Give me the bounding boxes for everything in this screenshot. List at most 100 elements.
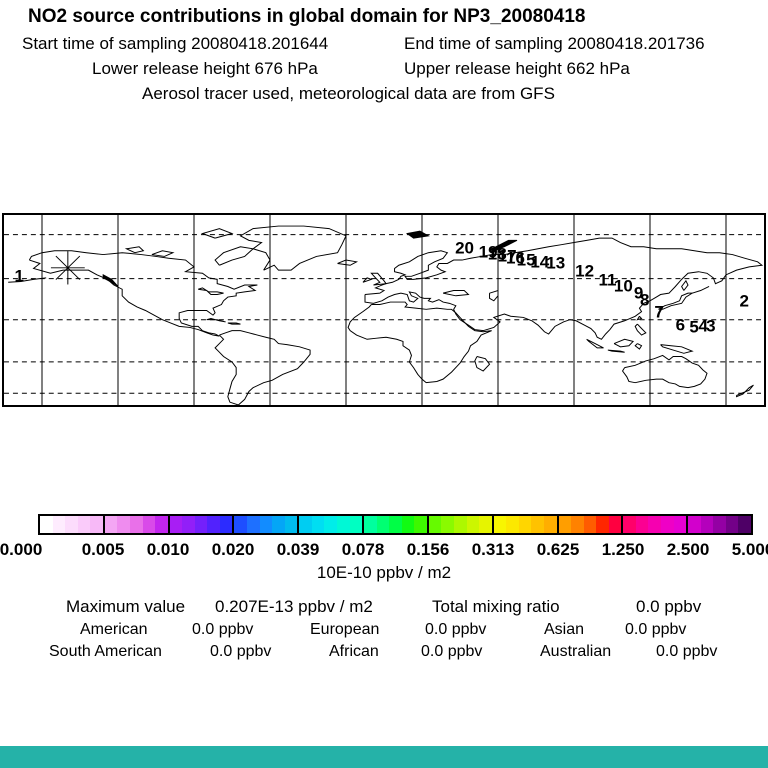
colorbar-tick-0.039: 0.039 xyxy=(276,540,320,559)
grid-lines xyxy=(4,215,764,405)
colorbar-cell xyxy=(725,516,739,533)
colorbar-cell xyxy=(596,516,609,533)
trajectory-hour-label-15: 15 xyxy=(516,250,536,270)
colorbar-segment-5 xyxy=(362,516,427,533)
region-american-value: 0.0 ppbv xyxy=(192,621,254,638)
colorbar-cell xyxy=(52,516,66,533)
trajectory-hour-label-14: 14 xyxy=(530,252,550,272)
trajectory-hour-label-17: 17 xyxy=(497,246,517,266)
colorbar-cell xyxy=(247,516,260,533)
colorbar-cell xyxy=(738,516,751,533)
colorbar-cell xyxy=(142,516,156,533)
colorbar-tick-0.010: 0.010 xyxy=(146,540,190,559)
colorbar-tick-0.005: 0.005 xyxy=(81,540,125,559)
footer-bar xyxy=(0,746,768,768)
trajectory-hour-label-10: 10 xyxy=(613,276,633,296)
colorbar-cell xyxy=(543,516,557,533)
region-asian-label: Asian xyxy=(544,621,585,638)
colorbar-cell xyxy=(90,516,103,533)
colorbar-cell xyxy=(401,516,415,533)
colorbar-cell xyxy=(713,516,726,533)
trajectory-hour-label-2: 2 xyxy=(739,291,749,311)
colorbar-cell xyxy=(648,516,661,533)
total-mixing-label: Total mixing ratio xyxy=(432,597,560,616)
trajectory-hour-label-4: 4 xyxy=(698,316,708,336)
colorbar-cell xyxy=(349,516,363,533)
trajectory-hour-label-5: 5 xyxy=(689,317,699,337)
colorbar-cell xyxy=(441,516,454,533)
trajectory-hour-label-12: 12 xyxy=(575,261,595,281)
colorbar-cell xyxy=(688,516,701,533)
trajectory-hour-label-16: 16 xyxy=(506,248,525,268)
region-asian-value: 0.0 ppbv xyxy=(625,621,687,638)
trajectory-hour-label-3: 3 xyxy=(706,316,716,336)
colorbar-segment-8 xyxy=(556,516,622,533)
colorbar-tick-5.000: 5.000 xyxy=(731,540,768,559)
colorbar-cell xyxy=(104,516,118,533)
colorbar-cell xyxy=(376,516,390,533)
colorbar-cell xyxy=(129,516,143,533)
colorbar-segment-9 xyxy=(621,516,687,533)
colorbar-cell xyxy=(506,516,519,533)
colorbar-cell xyxy=(219,516,233,533)
colorbar-cell xyxy=(272,516,285,533)
colorbar-cell xyxy=(623,516,636,533)
trajectory-hour-label-19: 19 xyxy=(478,242,498,262)
colorbar-cell xyxy=(284,516,298,533)
colorbar-cell xyxy=(571,516,584,533)
region-european-label: European xyxy=(310,621,380,638)
colorbar-tick-0.156: 0.156 xyxy=(406,540,450,559)
trajectory-hour-label-20: 20 xyxy=(455,238,475,258)
colorbar-segment-4 xyxy=(297,516,363,533)
colorbar-cell xyxy=(234,516,247,533)
colorbar-cell xyxy=(259,516,273,533)
region-african-label: African xyxy=(329,643,379,660)
colorbar-cell xyxy=(77,516,91,533)
end-time-label: End time of sampling 20080418.201736 xyxy=(404,34,705,53)
colorbar-cell xyxy=(207,516,220,533)
colorbar-tick-2.500: 2.500 xyxy=(666,540,710,559)
colorbar-cell xyxy=(558,516,572,533)
colorbar-cell xyxy=(182,516,195,533)
colorbar-tick-0.020: 0.020 xyxy=(211,540,255,559)
colorbar-cell xyxy=(414,516,427,533)
region-american-label: American xyxy=(80,621,148,638)
colorbar-tick-0.625: 0.625 xyxy=(536,540,580,559)
colorbar-cell xyxy=(389,516,402,533)
release-point-star-marker xyxy=(50,251,85,285)
region-australian-label: Australian xyxy=(540,643,612,660)
trajectory-hour-label-1: 1 xyxy=(14,266,24,286)
max-value: 0.207E-13 ppbv / m2 xyxy=(215,597,373,616)
trajectory-hour-label-8: 8 xyxy=(639,290,650,310)
max-value-label: Maximum value xyxy=(66,597,186,616)
trajectory-hour-label-11: 11 xyxy=(598,270,617,290)
colorbar-segment-0 xyxy=(40,516,103,533)
colorbar-cell xyxy=(336,516,350,533)
world-map: 1 2 3 4 5 6 7 8 9 10 11 12 13 14 15 16 17 18 19 20 xyxy=(2,213,766,407)
colorbar-segment-3 xyxy=(232,516,298,533)
colorbar-cell xyxy=(364,516,377,533)
colorbar-cell xyxy=(661,516,674,533)
colorbar-cell xyxy=(673,516,687,533)
colorbar-cell xyxy=(531,516,544,533)
colorbar-tick-0.000: 0.000 xyxy=(0,540,43,559)
colorbar-cell xyxy=(40,516,53,533)
lower-release-label: Lower release height 676 hPa xyxy=(92,59,318,78)
region-european-value: 0.0 ppbv xyxy=(425,621,487,638)
colorbar-cell xyxy=(479,516,492,533)
colorbar-cell xyxy=(518,516,532,533)
colorbar-cell xyxy=(155,516,168,533)
colorbar-cell xyxy=(169,516,183,533)
page-title: NO2 source contributions in global domai… xyxy=(28,6,586,27)
colorbar-segment-7 xyxy=(491,516,557,533)
colorbar-cell xyxy=(466,516,480,533)
region-south-american-label: South American xyxy=(49,643,162,660)
colorbar xyxy=(38,514,753,535)
start-time-label: Start time of sampling 20080418.201644 xyxy=(22,34,329,53)
colorbar-cell xyxy=(428,516,442,533)
colorbar-cell xyxy=(583,516,597,533)
colorbar-segment-1 xyxy=(102,516,168,533)
region-african-value: 0.0 ppbv xyxy=(421,643,483,660)
trajectory-hour-label-13: 13 xyxy=(546,253,566,273)
colorbar-cell xyxy=(493,516,507,533)
